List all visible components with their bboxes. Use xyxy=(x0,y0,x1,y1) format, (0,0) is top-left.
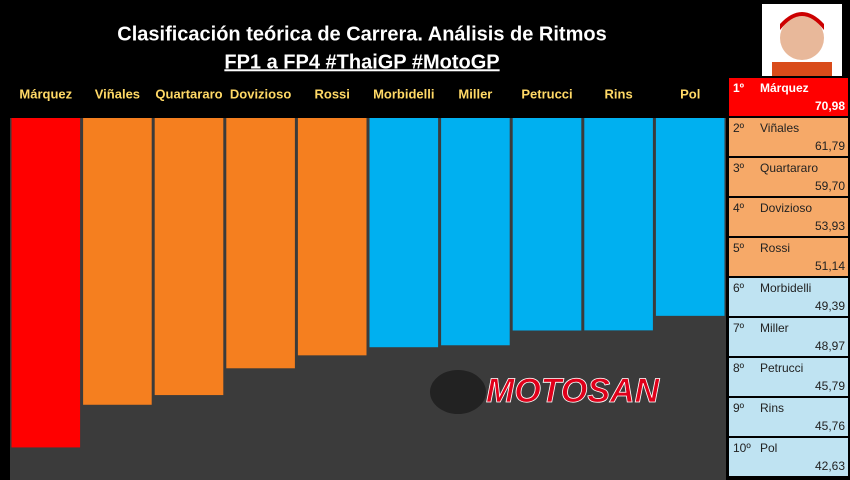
x-tick-label: Pol xyxy=(680,86,700,101)
rider-name: Petrucci xyxy=(760,361,803,375)
value-label: 70,98 xyxy=(815,99,845,113)
x-tick-label: Dovizioso xyxy=(230,86,291,101)
value-label: 49,39 xyxy=(815,299,845,313)
table-row xyxy=(729,318,848,356)
x-tick-label: Petrucci xyxy=(521,86,572,101)
value-label: 61,79 xyxy=(815,139,845,153)
rider-name: Morbidelli xyxy=(760,281,811,295)
table-row xyxy=(729,78,848,116)
x-tick-label: Rossi xyxy=(314,86,349,101)
rank: 9º xyxy=(733,401,745,415)
logo: MOTOSAN xyxy=(430,370,661,414)
rider-name: Márquez xyxy=(760,81,809,95)
table-row xyxy=(729,198,848,236)
value-label: 51,14 xyxy=(815,259,845,273)
rider-name: Dovizioso xyxy=(760,201,812,215)
table-row xyxy=(729,158,848,196)
table-row xyxy=(729,398,848,436)
bar xyxy=(584,118,653,331)
bar xyxy=(226,118,295,369)
rider-name: Rins xyxy=(760,401,784,415)
rider-name: Rossi xyxy=(760,241,790,255)
table-row xyxy=(729,238,848,276)
rider-name: Viñales xyxy=(760,121,799,135)
table-row xyxy=(729,118,848,156)
rank: 2º xyxy=(733,121,745,135)
rider-photo xyxy=(762,4,842,76)
bar xyxy=(512,118,582,331)
table-row xyxy=(729,278,848,316)
bar xyxy=(369,118,439,348)
rider-name: Quartararo xyxy=(760,161,818,175)
value-label: 42,63 xyxy=(815,459,845,473)
value-label: 45,76 xyxy=(815,419,845,433)
value-label: 48,97 xyxy=(815,339,845,353)
bar xyxy=(297,118,367,356)
rank: 8º xyxy=(733,361,745,375)
value-label: 59,70 xyxy=(815,179,845,193)
x-tick-label: Rins xyxy=(605,86,633,101)
rank: 10º xyxy=(733,441,751,455)
bar xyxy=(441,118,510,346)
rider-name: Pol xyxy=(760,441,777,455)
rank: 6º xyxy=(733,281,745,295)
table-row xyxy=(729,358,848,396)
x-tick-label: Márquez xyxy=(19,86,72,101)
rank: 7º xyxy=(733,321,745,335)
rank: 5º xyxy=(733,241,745,255)
bar xyxy=(11,118,81,448)
x-tick-label: Miller xyxy=(458,86,492,101)
chart-subtitle: FP1 a FP4 #ThaiGP #MotoGP xyxy=(224,51,499,73)
bar xyxy=(655,118,725,316)
value-label: 53,93 xyxy=(815,219,845,233)
chart-title: Clasificación teórica de Carrera. Anális… xyxy=(117,23,606,45)
rider-name: Miller xyxy=(760,321,789,335)
x-tick-label: Quartararo xyxy=(155,86,222,101)
x-tick-label: Viñales xyxy=(95,86,140,101)
watermark: MOTOSAN xyxy=(486,372,661,410)
bar xyxy=(83,118,152,405)
value-label: 45,79 xyxy=(815,379,845,393)
rank: 1º xyxy=(733,81,745,95)
table-row xyxy=(729,438,848,476)
bar xyxy=(154,118,224,396)
x-tick-label: Morbidelli xyxy=(373,86,434,101)
rank: 3º xyxy=(733,161,745,175)
rank: 4º xyxy=(733,201,745,215)
